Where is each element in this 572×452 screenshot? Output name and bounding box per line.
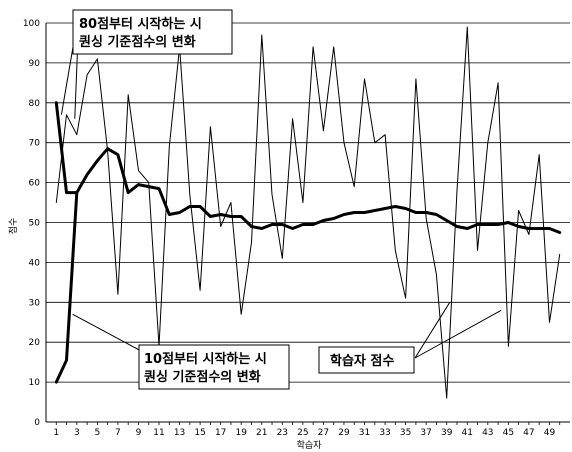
x-tick-label-5: 5 xyxy=(95,428,101,438)
leader-annLearner-1 xyxy=(414,309,502,359)
y-tick-label-40: 40 xyxy=(29,258,41,268)
x-tick-label-11: 11 xyxy=(153,428,164,438)
x-tick-label-35: 35 xyxy=(400,428,411,438)
x-tick-label-39: 39 xyxy=(441,428,453,438)
x-tick-label-25: 25 xyxy=(297,428,308,438)
annotation-10-box xyxy=(138,344,290,390)
x-tick-label-41: 41 xyxy=(462,428,473,438)
y-tick-label-30: 30 xyxy=(29,298,41,308)
annotation-learner-box xyxy=(318,346,415,374)
annotation-10-line-2: 퀀싱 기준점수의 변화 xyxy=(144,369,261,385)
y-tick-labels: 0 10 20 30 40 50 60 70 80 90 100 xyxy=(23,19,40,428)
y-tick-label-90: 90 xyxy=(29,59,41,69)
leader-ann10-0 xyxy=(72,313,144,353)
annotation-80-line-2: 퀀싱 기준점수의 변화 xyxy=(79,34,196,50)
y-tick-label-60: 60 xyxy=(29,179,41,189)
y-tick-label-70: 70 xyxy=(29,139,41,149)
x-tick-label-43: 43 xyxy=(482,428,493,438)
x-tick-label-17: 17 xyxy=(215,428,226,438)
y-tick-label-50: 50 xyxy=(29,219,41,229)
series-line-from10-0 xyxy=(54,147,110,384)
x-axis-title: 학습자 xyxy=(297,440,323,451)
leader-annLearner-0 xyxy=(414,302,451,359)
x-tick-label-23: 23 xyxy=(277,428,288,438)
annotation-10: 10점부터 시작하는 시 퀀싱 기준점수의 변화 xyxy=(138,344,290,390)
x-tick-label-31: 31 xyxy=(359,428,370,438)
annotation-80-box xyxy=(72,9,233,55)
annotation-80-line-1: 80점부터 시작하는 시 xyxy=(79,16,202,32)
y-tick-label-0: 0 xyxy=(34,418,40,428)
annotation-80: 80점부터 시작하는 시 퀀싱 기준점수의 변화 xyxy=(72,9,233,55)
x-tick-label-29: 29 xyxy=(338,428,350,438)
x-tick-label-13: 13 xyxy=(174,428,185,438)
series-line-from80-1 xyxy=(106,147,562,234)
x-tick-label-15: 15 xyxy=(194,428,205,438)
annotation-10-line-1: 10점부터 시작하는 시 xyxy=(144,351,267,367)
series-from10 xyxy=(54,147,110,384)
x-tick-label-21: 21 xyxy=(256,428,267,438)
annotation-learner-line-1: 학습자 점수 xyxy=(330,353,394,369)
gridlines xyxy=(46,22,570,383)
y-tick-label-20: 20 xyxy=(29,338,41,348)
x-tick-label-49: 49 xyxy=(544,428,556,438)
axes xyxy=(45,23,570,425)
series-line-learner-0 xyxy=(55,26,561,399)
y-tick-label-100: 100 xyxy=(23,19,40,29)
x-tick-label-47: 47 xyxy=(523,428,534,438)
series-line-from80-0 xyxy=(54,101,79,195)
x-tick-label-33: 33 xyxy=(379,428,390,438)
y-tick-label-10: 10 xyxy=(29,378,41,388)
series-learner xyxy=(55,26,561,399)
y-tick-label-80: 80 xyxy=(29,99,41,109)
x-tick-label-9: 9 xyxy=(136,428,142,438)
x-tick-label-19: 19 xyxy=(235,428,247,438)
y-axis-title: 점수 xyxy=(7,218,19,235)
x-tick-label-1: 1 xyxy=(53,428,59,438)
x-tick-labels: 1 3 5 7 9 11 13 15 17 19 21 23 25 27 29 31 33 35 37 39 41 43 4… xyxy=(53,428,555,438)
series-from80 xyxy=(54,101,562,234)
series-lines xyxy=(54,26,562,399)
x-tick-label-45: 45 xyxy=(503,428,514,438)
x-tick-label-37: 37 xyxy=(420,428,431,438)
annotation-learner: 학습자 점수 xyxy=(318,346,415,374)
x-tick-label-3: 3 xyxy=(74,428,80,438)
x-tick-label-27: 27 xyxy=(318,428,329,438)
x-tick-label-7: 7 xyxy=(115,428,121,438)
